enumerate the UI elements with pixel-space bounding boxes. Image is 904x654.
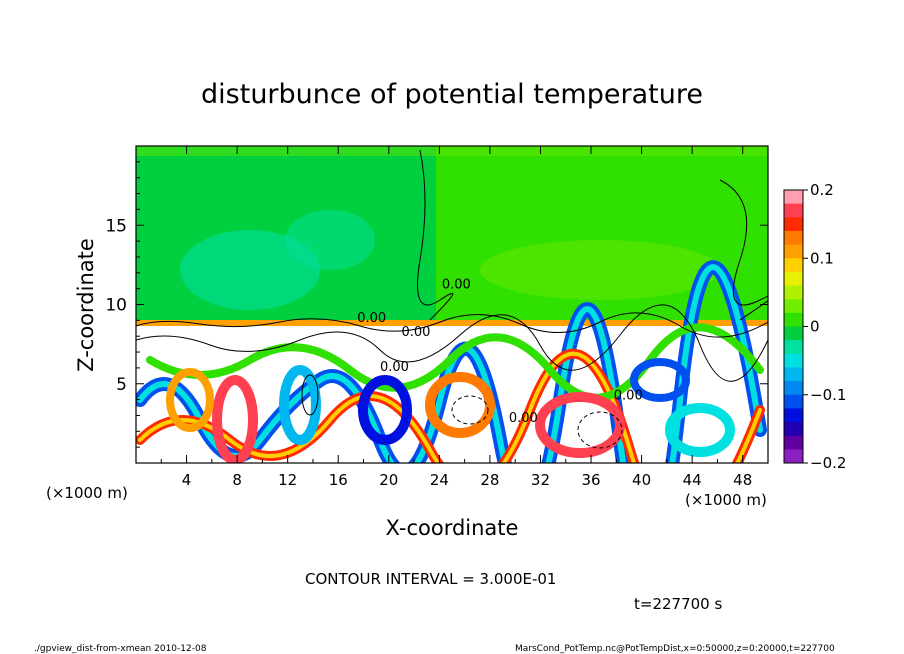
colorbar-swatch bbox=[784, 435, 803, 450]
x-axis: 4 8 12 16 20 24 28 32 36 40 44 48 bbox=[160, 146, 752, 489]
contour-labels: 0.00 0.00 0.00 0.00 0.00 0.00 bbox=[357, 278, 643, 426]
colorbar-swatch bbox=[784, 285, 803, 300]
y-axis-title: Z-coordinate bbox=[74, 238, 98, 372]
colorbar-swatch bbox=[784, 190, 803, 205]
x-tick-label: 40 bbox=[632, 471, 651, 489]
colorbar-label: 0.1 bbox=[810, 249, 834, 267]
colorbar-swatch bbox=[784, 258, 803, 273]
contour-label: 0.00 bbox=[380, 360, 409, 375]
footer-right: MarsCond_PotTemp.nc@PotTempDist,x=0:5000… bbox=[515, 644, 835, 654]
colorbar-label: −0.2 bbox=[810, 454, 846, 472]
colorbar-swatch bbox=[784, 394, 803, 409]
y-tick-label: 5 bbox=[116, 375, 127, 395]
colorbar-swatch bbox=[784, 449, 803, 464]
y-tick-label: 15 bbox=[105, 216, 127, 236]
y-axis: 5 10 15 bbox=[105, 161, 768, 448]
colorbar-swatch bbox=[784, 299, 803, 314]
x-unit-right: (×1000 m) bbox=[685, 491, 767, 509]
upper-blob-1 bbox=[180, 230, 320, 310]
colorbar-swatch bbox=[784, 422, 803, 437]
upper-blob-3 bbox=[480, 240, 720, 300]
contour-lines bbox=[136, 149, 768, 449]
contour-interval-text: CONTOUR INTERVAL = 3.000E-01 bbox=[305, 570, 556, 588]
x-tick-label: 32 bbox=[531, 471, 550, 489]
x-tick-label: 20 bbox=[379, 471, 398, 489]
x-tick-label: 48 bbox=[733, 471, 752, 489]
contour-label: 0.00 bbox=[614, 389, 643, 404]
x-tick-label: 24 bbox=[430, 471, 449, 489]
x-tick-label: 28 bbox=[480, 471, 499, 489]
footer-left: ./gpview_dist-from-xmean 2010-12-08 bbox=[34, 644, 207, 654]
contour-label: 0.00 bbox=[509, 411, 538, 426]
contour-label: 0.00 bbox=[401, 325, 430, 340]
interface-band bbox=[136, 320, 768, 326]
x-axis-title: X-coordinate bbox=[386, 516, 519, 540]
colorbar-swatch bbox=[784, 408, 803, 423]
x-tick-label: 12 bbox=[278, 471, 297, 489]
chart-title: disturbunce of potential temperature bbox=[201, 79, 703, 110]
contour-label: 0.00 bbox=[442, 278, 471, 293]
plot-area bbox=[136, 146, 768, 463]
colorbar-swatch bbox=[784, 326, 803, 341]
colorbar-label: −0.1 bbox=[810, 386, 846, 404]
colorbar-swatch bbox=[784, 367, 803, 382]
x-tick-label: 4 bbox=[182, 471, 192, 489]
colorbar-swatch bbox=[784, 381, 803, 396]
colorbar bbox=[784, 190, 803, 464]
colorbar-swatch bbox=[784, 244, 803, 259]
colorbar-swatch bbox=[784, 312, 803, 327]
colorbar-swatch bbox=[784, 203, 803, 218]
colorbar-label: 0.2 bbox=[810, 181, 834, 199]
upper-top-band bbox=[136, 146, 768, 156]
time-text: t=227700 s bbox=[634, 595, 722, 613]
colorbar-swatch bbox=[784, 271, 803, 287]
colorbar-swatch bbox=[784, 217, 803, 232]
turbulent-swirls bbox=[136, 260, 767, 463]
y-tick-label: 10 bbox=[105, 296, 127, 316]
colorbar-label: 0 bbox=[810, 318, 820, 336]
colorbar-swatch bbox=[784, 353, 803, 368]
colorbar-swatch bbox=[784, 230, 803, 246]
x-tick-label: 8 bbox=[232, 471, 242, 489]
colorbar-labels: 0.2 0.1 0 −0.1 −0.2 bbox=[803, 181, 846, 472]
x-tick-label: 36 bbox=[581, 471, 600, 489]
x-unit-left: (×1000 m) bbox=[46, 484, 128, 502]
x-tick-label: 44 bbox=[683, 471, 702, 489]
x-tick-label: 16 bbox=[329, 471, 348, 489]
contour-label: 0.00 bbox=[357, 311, 386, 326]
colorbar-swatch bbox=[784, 340, 803, 355]
upper-blob-2 bbox=[285, 210, 375, 270]
